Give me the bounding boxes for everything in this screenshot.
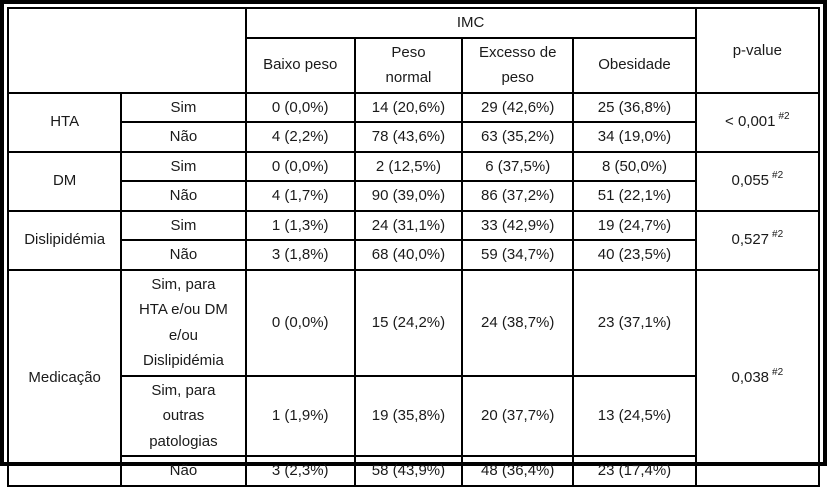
table-cell: 14 (20,6%)	[353, 91, 464, 123]
table-cell: 86 (37,2%)	[461, 180, 575, 212]
row-label: Não	[120, 121, 247, 153]
table-cell: 4 (2,2%)	[244, 121, 356, 153]
p-value-superscript: #2	[778, 111, 790, 123]
table-cell: 4 (1,7%)	[244, 180, 356, 212]
table-cell: 23 (37,1%)	[572, 268, 697, 377]
row-label: Não	[120, 180, 247, 212]
row-label: Sim, para HTA e/ou DM e/ou Dislipidémia	[120, 268, 247, 377]
column-header-excesso-de-peso: Excesso de peso	[461, 36, 575, 94]
empty-corner-cell	[7, 7, 247, 94]
table-row-dm-sim: DM Sim 0 (0,0%) 2 (12,5%) 6 (37,5%) 8 (5…	[6, 150, 821, 212]
table-cell: 3 (2,3%)	[244, 455, 356, 487]
p-value-cell-dm: 0,055 #2	[694, 150, 821, 212]
table-cell: 19 (35,8%)	[353, 374, 464, 457]
section-label-dislipidemia: Dislipidémia	[6, 209, 123, 271]
table-cell: 19 (24,7%)	[572, 209, 697, 241]
column-header-peso-normal: Peso normal	[353, 36, 464, 94]
table-cell: 3 (1,8%)	[244, 239, 356, 271]
table-cell: 78 (43,6%)	[353, 121, 464, 153]
table-row-dm-nao: Não 4 (1,7%) 90 (39,0%) 86 (37,2%) 51 (2…	[8, 180, 819, 212]
table-cell: 0 (0,0%)	[244, 150, 356, 182]
table-cell: 58 (43,9%)	[353, 455, 464, 487]
section-label-medicacao: Medicação	[6, 268, 123, 487]
table-cell: 63 (35,2%)	[461, 121, 575, 153]
row-label: Sim	[120, 91, 247, 123]
table-cell: 59 (34,7%)	[461, 239, 575, 271]
table-cell: 24 (38,7%)	[461, 268, 575, 377]
table-row-hta-nao: Não 4 (2,2%) 78 (43,6%) 63 (35,2%) 34 (1…	[8, 121, 819, 153]
table-cell: 48 (36,4%)	[461, 455, 575, 487]
table-row-medicacao-sim-outras: Sim, para outras patologias 1 (1,9%) 19 …	[8, 374, 819, 457]
row-label: Não	[120, 455, 247, 487]
imc-group-header: IMC	[244, 7, 697, 39]
header-row-columns: Baixo peso Peso normal Excesso de peso O…	[8, 36, 819, 94]
table-cell: 1 (1,9%)	[244, 374, 356, 457]
table-cell: 23 (17,4%)	[572, 455, 697, 487]
p-value-column-header: p-value	[694, 7, 821, 94]
column-header-baixo-peso: Baixo peso	[244, 36, 356, 94]
table-row-hta-sim: HTA Sim 0 (0,0%) 14 (20,6%) 29 (42,6%) 2…	[6, 91, 821, 153]
table-cell: 51 (22,1%)	[572, 180, 697, 212]
table-cell: 1 (1,3%)	[244, 209, 356, 241]
p-value-cell-dislipidemia: 0,527 #2	[694, 209, 821, 271]
crosstab-table: IMC p-value Baixo peso Peso normal Exces…	[6, 7, 821, 487]
table-cell: 24 (31,1%)	[353, 209, 464, 241]
table-cell: 34 (19,0%)	[572, 121, 697, 153]
table-cell: 0 (0,0%)	[244, 268, 356, 377]
table-cell: 8 (50,0%)	[572, 150, 697, 182]
row-label: Sim, para outras patologias	[120, 374, 247, 457]
p-value-cell-hta: < 0,001 #2	[694, 91, 821, 153]
table-cell: 90 (39,0%)	[353, 180, 464, 212]
p-value-text: 0,527	[731, 231, 770, 249]
section-label-hta: HTA	[6, 91, 123, 153]
table-row-dislipidemia-sim: Dislipidémia Sim 1 (1,3%) 24 (31,1%) 33 …	[6, 209, 821, 271]
p-value-text: 0,038	[731, 368, 770, 386]
header-row-group: IMC p-value	[7, 7, 821, 94]
table-cell: 15 (24,2%)	[353, 268, 464, 377]
row-label: Sim	[120, 209, 247, 241]
table-cell: 25 (36,8%)	[572, 91, 697, 123]
table-cell: 40 (23,5%)	[572, 239, 697, 271]
table-cell: 33 (42,9%)	[461, 209, 575, 241]
table-cell: 20 (37,7%)	[461, 374, 575, 457]
row-label: Não	[120, 239, 247, 271]
table-cell: 6 (37,5%)	[461, 150, 575, 182]
table-cell: 68 (40,0%)	[353, 239, 464, 271]
table-cell: 0 (0,0%)	[244, 91, 356, 123]
section-label-dm: DM	[6, 150, 123, 212]
p-value-text: < 0,001	[725, 113, 776, 131]
table-row-dislipidemia-nao: Não 3 (1,8%) 68 (40,0%) 59 (34,7%) 40 (2…	[8, 239, 819, 271]
p-value-cell-medicacao: 0,038 #2	[694, 268, 821, 487]
table-cell: 29 (42,6%)	[461, 91, 575, 123]
p-value-superscript: #2	[772, 229, 784, 241]
p-value-text: 0,055	[731, 172, 770, 190]
p-value-superscript: #2	[772, 366, 784, 378]
column-header-obesidade: Obesidade	[572, 36, 697, 94]
table-cell: 2 (12,5%)	[353, 150, 464, 182]
row-label: Sim	[120, 150, 247, 182]
p-value-superscript: #2	[772, 170, 784, 182]
table-cell: 13 (24,5%)	[572, 374, 697, 457]
table-row-medicacao-sim-hta: Medicação Sim, para HTA e/ou DM e/ou Dis…	[6, 268, 821, 487]
